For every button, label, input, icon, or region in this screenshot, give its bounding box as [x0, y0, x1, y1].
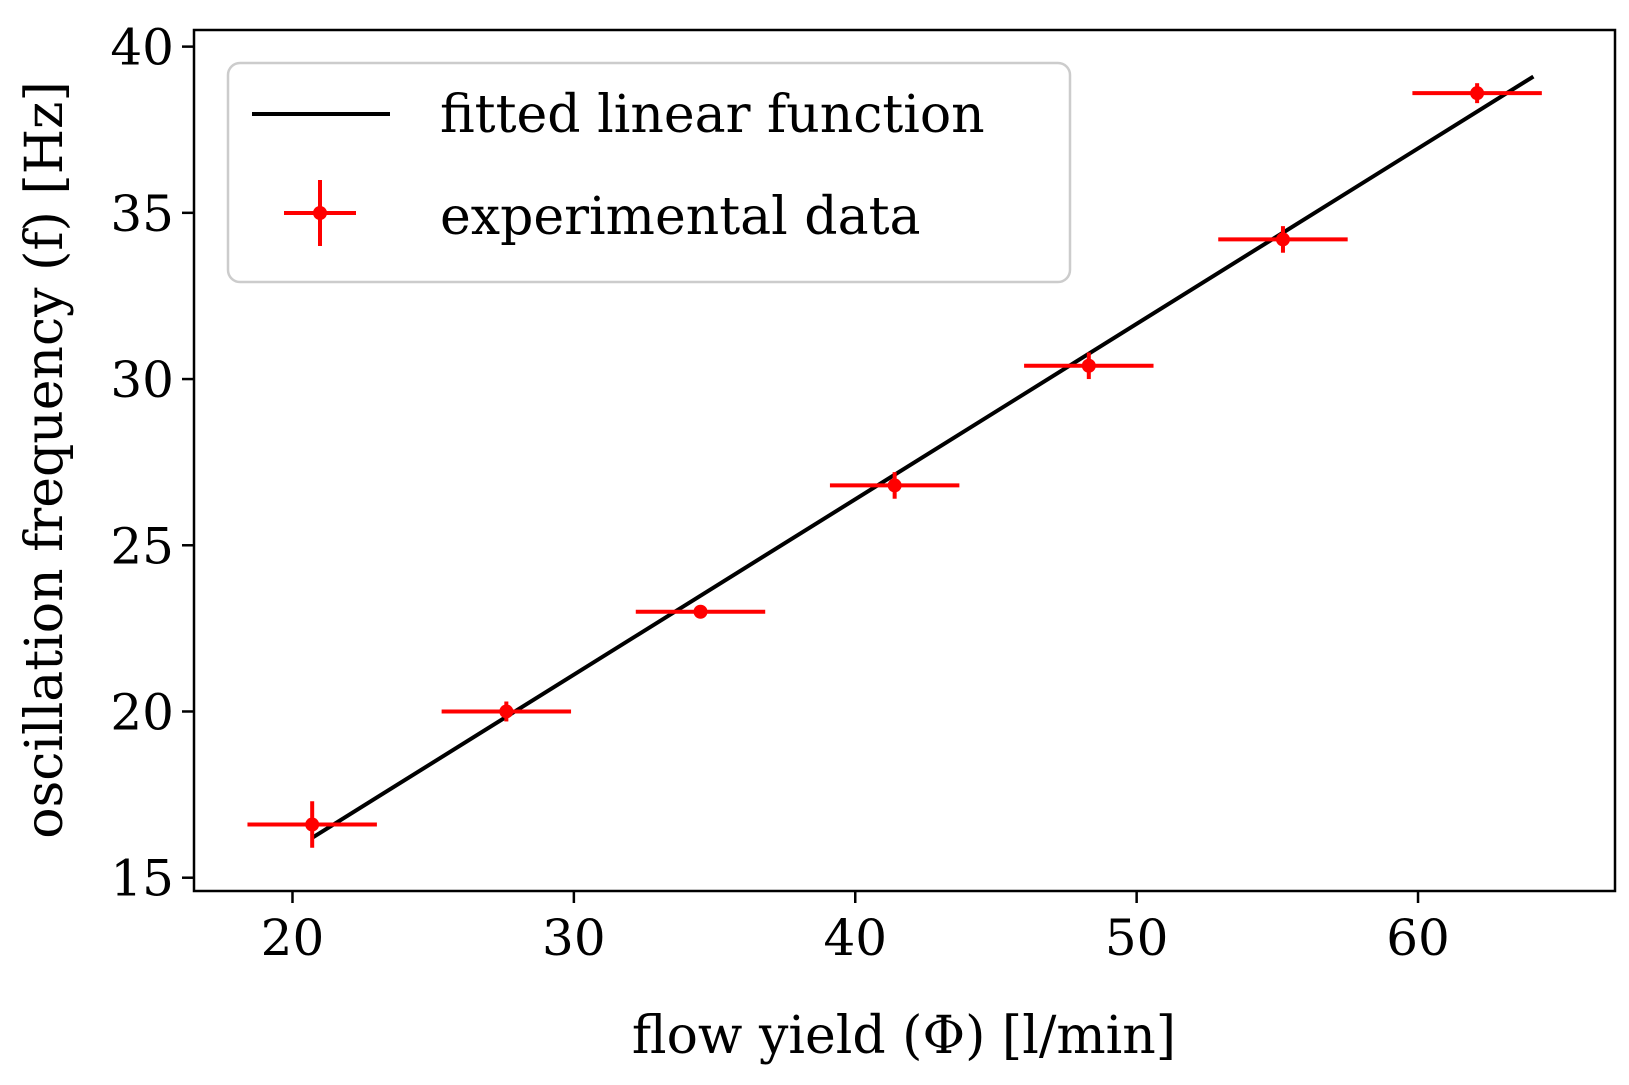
y-tick-label: 20 — [110, 683, 174, 741]
y-tick-label: 15 — [110, 850, 174, 908]
data-point — [1024, 352, 1154, 380]
x-tick-label: 40 — [823, 909, 887, 967]
data-marker — [1081, 358, 1096, 373]
axes-frame — [192, 28, 1617, 893]
data-marker — [693, 604, 708, 619]
axis-ticks: 20 30 40 50 60 15 20 25 30 35 40 — [110, 19, 1449, 967]
x-tick-label: 30 — [542, 909, 606, 967]
legend-marker-swatch — [313, 206, 327, 220]
x-axis-title: flow yield (Φ) [l/min] — [632, 1006, 1176, 1066]
data-point — [635, 604, 766, 619]
data-marker — [1275, 232, 1290, 247]
plot-marks — [247, 74, 1542, 848]
y-axis-title: oscillation frequency (f) [Hz] — [15, 81, 75, 838]
y-tick-label: 35 — [110, 185, 174, 243]
data-marker — [887, 478, 902, 493]
data-point — [1218, 226, 1348, 253]
y-tick-label: 25 — [110, 517, 174, 575]
legend-label-data: experimental data — [440, 187, 920, 247]
data-point — [247, 801, 377, 848]
x-tick-label: 60 — [1386, 909, 1450, 967]
legend-box — [226, 61, 1072, 284]
data-point — [829, 472, 960, 499]
data-point — [1412, 83, 1542, 104]
x-tick-label: 20 — [261, 909, 325, 967]
y-tick-label: 30 — [110, 351, 174, 409]
legend: fitted linear function experimental data — [226, 61, 1072, 284]
data-marker — [1470, 86, 1485, 101]
legend-label-fit: fitted linear function — [440, 85, 985, 145]
data-point — [441, 701, 572, 722]
y-tick-label: 40 — [110, 19, 174, 77]
data-marker — [305, 817, 320, 832]
x-tick-label: 50 — [1105, 909, 1169, 967]
data-marker — [499, 704, 514, 719]
